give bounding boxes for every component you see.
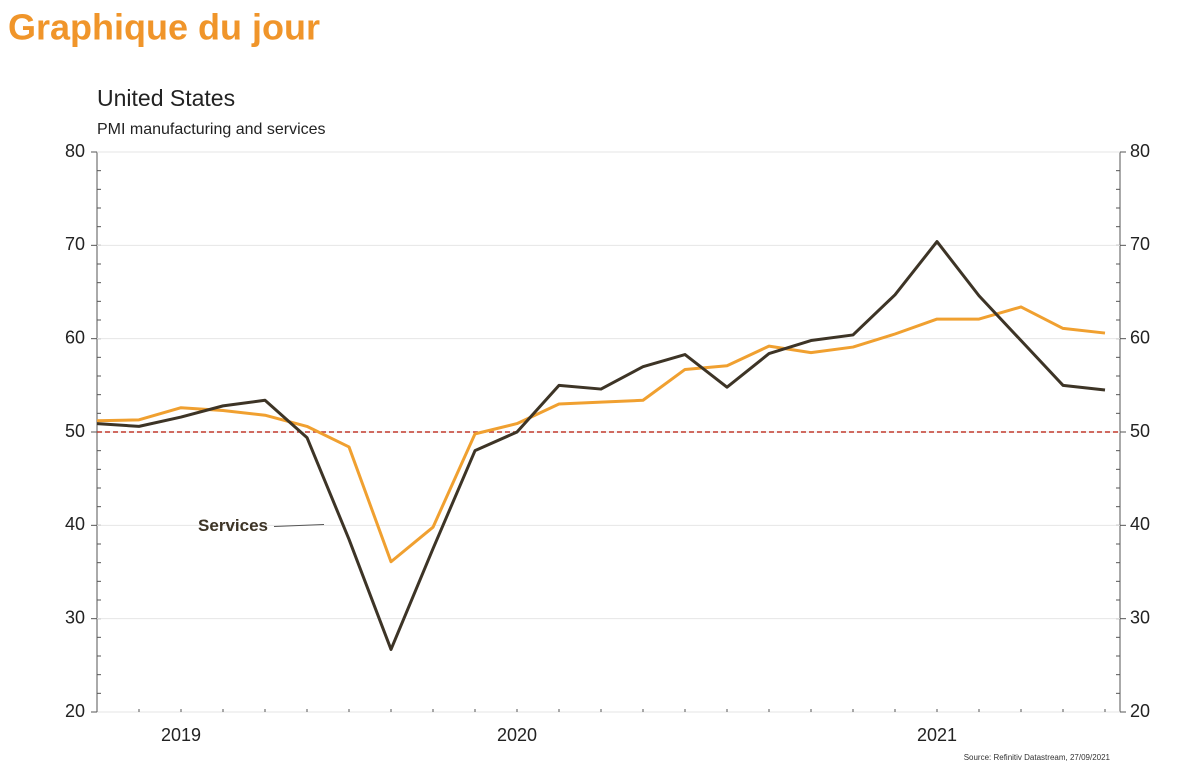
y2-tick-label: 50 bbox=[1130, 421, 1150, 441]
x-tick-label: 2019 bbox=[161, 725, 201, 745]
annotation: Services bbox=[198, 516, 268, 535]
x-tick-label: 2020 bbox=[497, 725, 537, 745]
y-tick-label: 20 bbox=[65, 701, 85, 721]
chart-subtitle: PMI manufacturing and services bbox=[97, 121, 326, 138]
y2-tick-label: 40 bbox=[1130, 514, 1150, 534]
source: Source: Refinitiv Datastream, 27/09/2021 bbox=[964, 753, 1111, 762]
chart-title: United States bbox=[97, 85, 235, 111]
y2-tick-label: 70 bbox=[1130, 234, 1150, 254]
annotation-leader bbox=[273, 523, 325, 527]
x-tick-label: 2021 bbox=[917, 725, 957, 745]
y-tick-label: 30 bbox=[65, 607, 85, 627]
line-series bbox=[96, 240, 1106, 651]
y-tick-label: 60 bbox=[65, 327, 85, 347]
y-tick-label: 70 bbox=[65, 234, 85, 254]
y2-tick-label: 60 bbox=[1130, 327, 1150, 347]
y2-tick-label: 30 bbox=[1130, 607, 1150, 627]
line-series bbox=[96, 305, 1106, 564]
y-tick-label: 80 bbox=[65, 141, 85, 161]
y2-tick-label: 20 bbox=[1130, 701, 1150, 721]
y-tick-label: 50 bbox=[65, 421, 85, 441]
y2-tick-label: 80 bbox=[1130, 141, 1150, 161]
y-tick-label: 40 bbox=[65, 514, 85, 534]
page-title: Graphique du jour bbox=[8, 7, 320, 48]
